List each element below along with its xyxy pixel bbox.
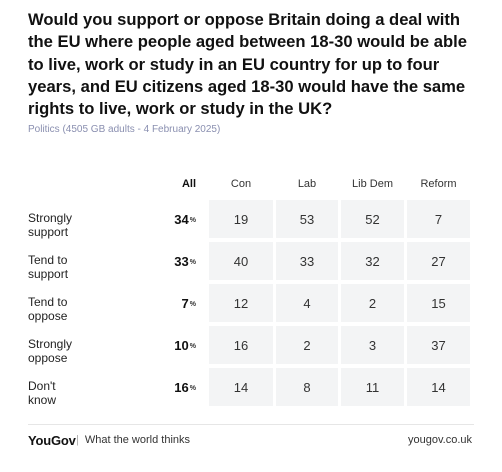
cell-all: 33%	[140, 242, 202, 280]
row-label: Strongly oppose	[28, 337, 73, 365]
cell-all: 7%	[140, 284, 202, 322]
all-value: 33	[174, 253, 189, 269]
footer-url: yougov.co.uk	[407, 434, 472, 446]
percent-sign: %	[189, 342, 196, 350]
cell-all: 10%	[140, 326, 202, 364]
column-header-reform: Reform	[420, 178, 457, 190]
cell-lib-dem: 52	[341, 200, 404, 238]
percent-sign: %	[189, 384, 196, 392]
percent-sign: %	[189, 216, 196, 224]
cell-reform: 14	[407, 368, 470, 406]
cell-con: 40	[209, 242, 273, 280]
all-value: 34	[174, 211, 189, 227]
cell-all: 16%	[140, 368, 202, 406]
cell-all: 34%	[140, 200, 202, 238]
footer-divider	[28, 424, 474, 425]
tagline-text: What the world thinks	[84, 434, 191, 446]
all-value: 16	[174, 379, 189, 395]
cell-con: 12	[209, 284, 273, 322]
percent-sign: %	[189, 300, 196, 308]
column-header-lib-dem: Lib Dem	[352, 178, 393, 190]
cell-reform: 37	[407, 326, 470, 364]
row-label: Don't know	[28, 379, 57, 407]
column-header-all: All	[181, 178, 196, 190]
percent-sign: %	[189, 258, 196, 266]
row-label: Tend to oppose	[28, 295, 68, 323]
cell-lab: 2	[276, 326, 338, 364]
cell-con: 14	[209, 368, 273, 406]
cell-lab: 53	[276, 200, 338, 238]
cell-reform: 27	[407, 242, 470, 280]
cell-con: 16	[209, 326, 273, 364]
all-value: 7	[181, 295, 189, 311]
cell-lib-dem: 3	[341, 326, 404, 364]
yougov-logo: YouGov	[28, 433, 76, 448]
cell-lib-dem: 2	[341, 284, 404, 322]
cell-lab: 4	[276, 284, 338, 322]
row-label: Tend to support	[28, 253, 69, 281]
cell-reform: 15	[407, 284, 470, 322]
chart-subtitle: Politics (4505 GB adults - 4 February 20…	[28, 124, 221, 135]
cell-lab: 8	[276, 368, 338, 406]
chart-title: Would you support or oppose Britain doin…	[28, 10, 467, 119]
footer-tagline: | What the world thinks	[76, 434, 191, 446]
cell-lib-dem: 32	[341, 242, 404, 280]
all-value: 10	[174, 337, 189, 353]
cell-con: 19	[209, 200, 273, 238]
row-label: Strongly support	[28, 211, 73, 239]
cell-lab: 33	[276, 242, 338, 280]
cell-reform: 7	[407, 200, 470, 238]
column-header-con: Con	[230, 178, 252, 190]
cell-lib-dem: 11	[341, 368, 404, 406]
column-header-lab: Lab	[297, 178, 317, 190]
